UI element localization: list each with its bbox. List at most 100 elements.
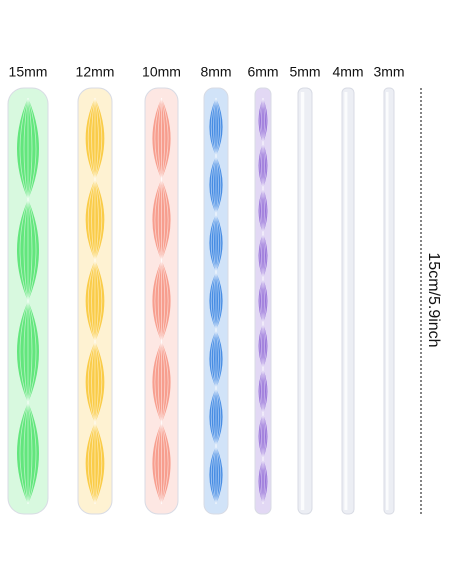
twist-stripe <box>262 323 265 369</box>
twist-stripe <box>215 329 219 389</box>
twist-stripe <box>259 97 264 144</box>
twist-stripe <box>259 278 264 324</box>
rod-body <box>297 87 313 515</box>
twist-stripe <box>215 213 222 273</box>
twist-stripe <box>210 213 217 273</box>
twist-stripe <box>19 300 29 403</box>
twist-stripe <box>262 233 267 279</box>
twist-stripe <box>27 300 33 403</box>
twist-stripe <box>210 387 217 447</box>
twist-stripe <box>215 97 219 157</box>
twist-stripe <box>213 387 217 447</box>
twist-stripe <box>262 233 265 279</box>
twist-stripe <box>215 155 219 215</box>
twist-stripe <box>91 179 96 261</box>
twist-stripe <box>261 188 264 234</box>
twist-stripe <box>215 97 222 157</box>
twist-stripe <box>261 413 264 459</box>
rod <box>77 87 113 515</box>
twist-stripe <box>23 402 29 505</box>
twist-stripe <box>215 271 222 331</box>
size-label: 3mm <box>373 64 404 80</box>
twist-stripe <box>94 341 103 423</box>
twist-stripe <box>261 458 264 505</box>
twist-stripe <box>215 213 219 273</box>
twist-stripe <box>213 155 217 215</box>
twist-stripe <box>213 271 217 331</box>
twist-stripe <box>161 341 169 423</box>
twist-stripe <box>27 199 37 302</box>
twist-stripe <box>23 199 29 302</box>
twist-stripe <box>94 179 103 261</box>
twist-stripe <box>262 143 267 189</box>
twist-stripe <box>161 422 169 505</box>
twist-stripe <box>94 97 99 180</box>
twist-stripe <box>157 422 162 505</box>
twist-stripe <box>259 143 264 189</box>
twist-stripe <box>91 97 96 180</box>
twist-stripe <box>262 413 267 459</box>
twist-stripe <box>19 97 29 200</box>
twist-stripe <box>87 422 96 505</box>
twist-stripe <box>259 368 264 414</box>
twist-stripe <box>94 97 103 180</box>
twist-stripe <box>210 329 217 389</box>
twist-stripe <box>27 97 33 200</box>
twist-stripe <box>262 188 265 234</box>
rod <box>203 87 229 515</box>
twist-stripe <box>262 458 265 505</box>
twist-stripe <box>259 188 264 234</box>
twist-stripe <box>261 233 264 279</box>
twist-stripe <box>215 445 222 505</box>
twist-stripe <box>161 422 166 505</box>
twist-stripe <box>154 97 162 180</box>
rod <box>297 87 313 515</box>
rod <box>341 87 355 515</box>
twist-stripe <box>161 97 169 180</box>
twist-stripe <box>161 341 166 423</box>
twist-stripe <box>259 413 264 459</box>
twist-stripe <box>154 422 162 505</box>
twist-stripe <box>87 260 96 342</box>
twist-stripe <box>23 300 29 403</box>
rod-body <box>341 87 355 515</box>
rod-highlight <box>300 92 305 510</box>
twist-stripe <box>91 422 96 505</box>
twist-stripe <box>27 402 33 505</box>
twist-stripe <box>154 179 162 261</box>
twist-stripe <box>262 413 265 459</box>
twist-stripe <box>261 323 264 369</box>
twist-stripe <box>262 368 267 414</box>
twist-stripe <box>262 143 265 189</box>
twist-stripe <box>261 278 264 324</box>
twist-stripe <box>262 278 267 324</box>
twist-stripe <box>154 260 162 342</box>
twist-stripe <box>259 233 264 279</box>
twist-stripe <box>27 300 37 403</box>
twist-stripe <box>213 213 217 273</box>
twist-stripe <box>91 260 96 342</box>
twist-stripe <box>27 402 37 505</box>
rod-body <box>383 87 395 515</box>
twist-stripe <box>157 179 162 261</box>
twist-stripe <box>262 188 267 234</box>
twist-stripe <box>210 271 217 331</box>
size-label: 5mm <box>289 64 320 80</box>
twist-stripe <box>157 341 162 423</box>
twist-stripe <box>261 368 264 414</box>
size-label: 15mm <box>9 64 48 80</box>
twist-stripe <box>215 387 222 447</box>
twist-stripe <box>19 199 29 302</box>
twist-stripe <box>87 341 96 423</box>
twist-stripe <box>157 97 162 180</box>
rod-highlight <box>344 92 348 510</box>
twist-stripe <box>262 458 267 505</box>
twist-stripe <box>261 97 264 144</box>
twist-stripe <box>161 260 166 342</box>
twist-stripe <box>157 260 162 342</box>
twist-stripe <box>215 445 219 505</box>
twist-stripe <box>213 97 217 157</box>
twist-stripe <box>87 97 96 180</box>
rod <box>7 87 49 515</box>
